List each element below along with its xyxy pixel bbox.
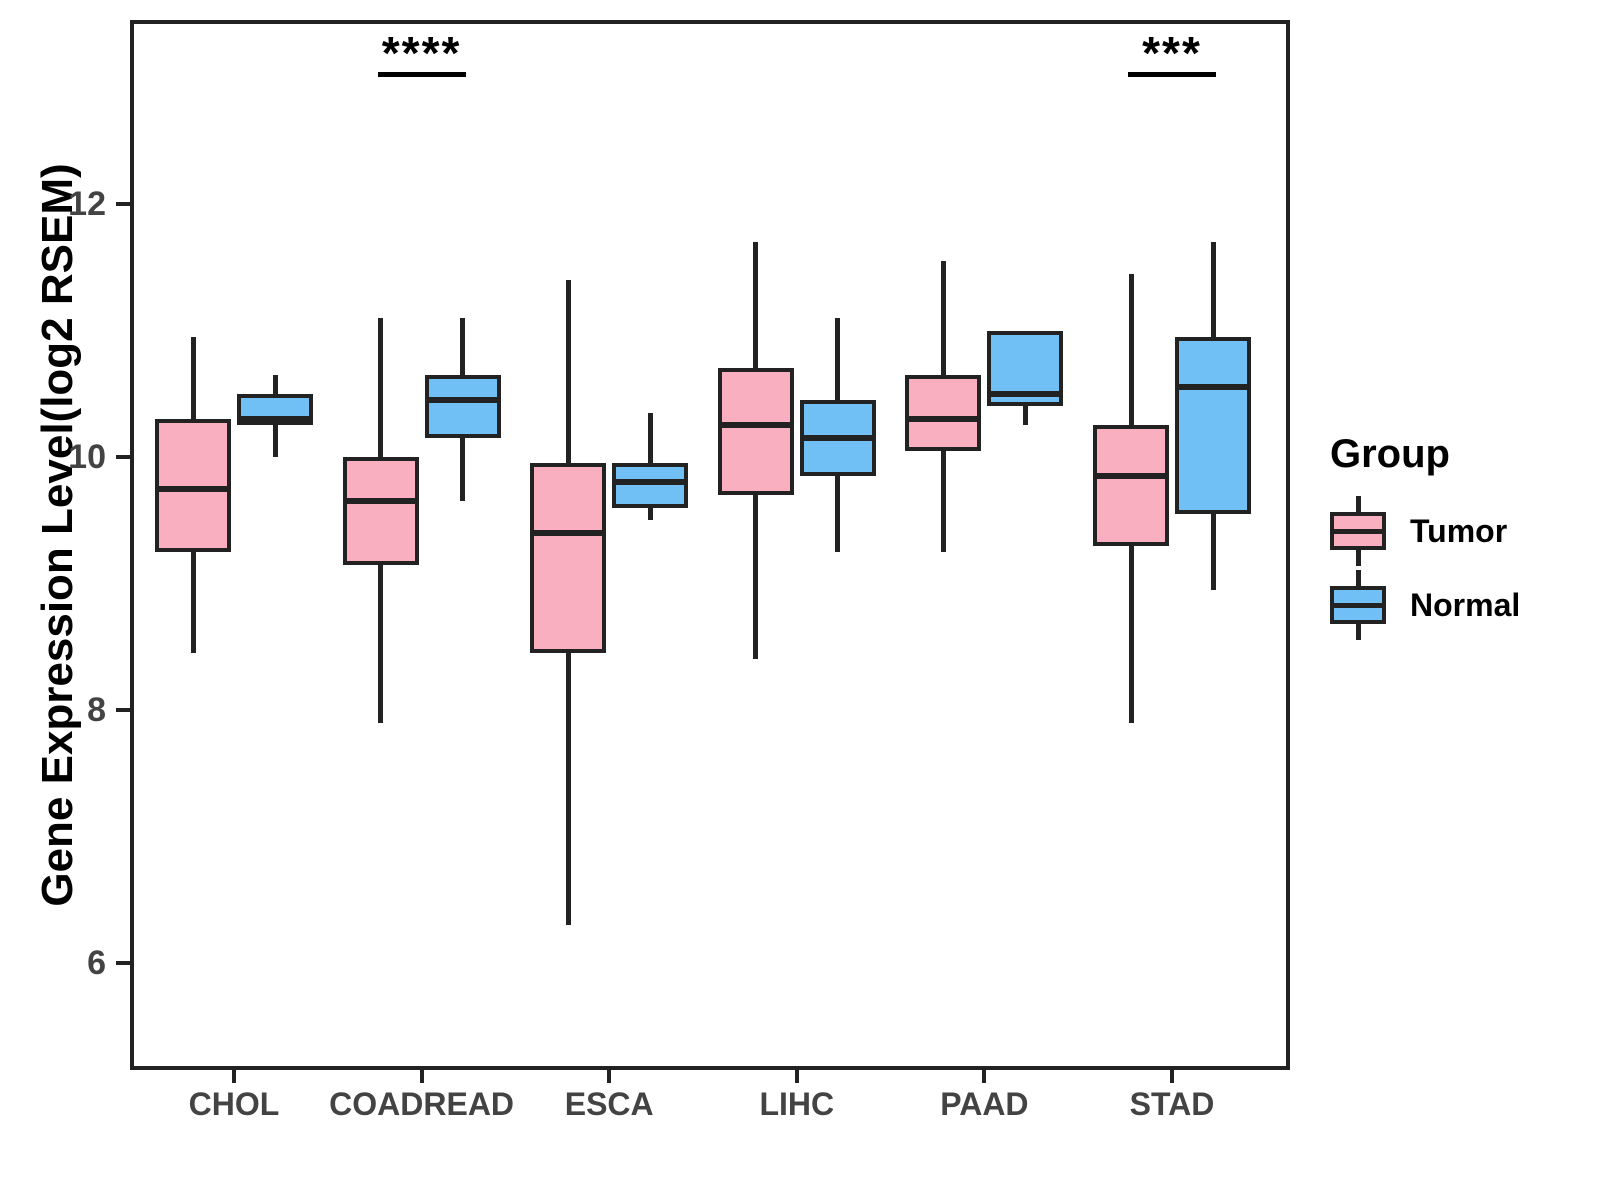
median-normal-ESCA (612, 479, 689, 486)
legend-item-normal: Normal (1330, 569, 1520, 641)
y-tick-mark (116, 961, 130, 965)
significance-bar-coadread (377, 72, 466, 77)
y-tick-mark (116, 708, 130, 712)
median-normal-COADREAD (424, 397, 501, 404)
x-axis-label: CHOL (188, 1086, 280, 1122)
significance-stars-stad: *** (1142, 27, 1202, 79)
median-normal-LIHC (799, 435, 876, 442)
tumor-boxplot-glyph (1330, 496, 1386, 566)
x-tick-mark (794, 1070, 799, 1083)
significance-stars-coadread: **** (381, 27, 462, 79)
y-tick-label: 8 (87, 691, 106, 729)
x-axis-label: STAD (1129, 1086, 1215, 1122)
x-tick-mark (1170, 1070, 1174, 1083)
normal-boxplot-glyph (1330, 570, 1386, 640)
glyph-median (1330, 603, 1386, 608)
y-tick-label: 6 (87, 944, 106, 982)
x-axis-label: ESCA (564, 1086, 654, 1122)
box-tumor-CHOL (155, 419, 231, 552)
median-tumor-STAD (1093, 472, 1169, 479)
box-tumor-COADREAD (342, 457, 419, 565)
box-normal-COADREAD (424, 374, 501, 439)
box-tumor-LIHC (717, 368, 794, 495)
box-normal-ESCA (612, 463, 689, 508)
median-normal-CHOL (237, 416, 313, 423)
median-normal-PAAD (987, 390, 1064, 397)
x-tick-mark (607, 1070, 612, 1083)
box-tumor-PAAD (905, 374, 982, 451)
x-tick-mark (982, 1070, 987, 1083)
median-tumor-COADREAD (342, 498, 419, 505)
y-tick-mark (116, 455, 130, 459)
y-tick-mark (116, 202, 130, 206)
median-normal-STAD (1175, 384, 1251, 391)
median-tumor-LIHC (717, 422, 794, 429)
legend-label-normal: Normal (1410, 586, 1521, 623)
y-tick-label: 10 (68, 438, 106, 476)
x-axis-label: PAAD (940, 1086, 1029, 1122)
x-axis-label: LIHC (759, 1086, 835, 1122)
legend-label-tumor: Tumor (1410, 512, 1508, 549)
box-tumor-ESCA (530, 463, 607, 654)
median-tumor-ESCA (530, 529, 607, 536)
y-tick-label: 12 (68, 185, 106, 223)
legend-title: Group (1330, 432, 1450, 476)
box-normal-STAD (1175, 336, 1251, 514)
legend: Group Tumor Normal (1330, 432, 1520, 643)
median-tumor-PAAD (905, 416, 982, 423)
x-tick-mark (419, 1070, 424, 1083)
median-tumor-CHOL (155, 485, 231, 492)
legend-item-tumor: Tumor (1330, 495, 1520, 567)
x-axis-label: COADREAD (329, 1086, 515, 1122)
x-tick-mark (232, 1070, 236, 1083)
glyph-median (1330, 529, 1386, 534)
y-axis-title: Gene Expression Level(log2 RSEM) (33, 163, 82, 907)
significance-bar-stad (1128, 72, 1216, 77)
box-tumor-STAD (1093, 425, 1169, 546)
